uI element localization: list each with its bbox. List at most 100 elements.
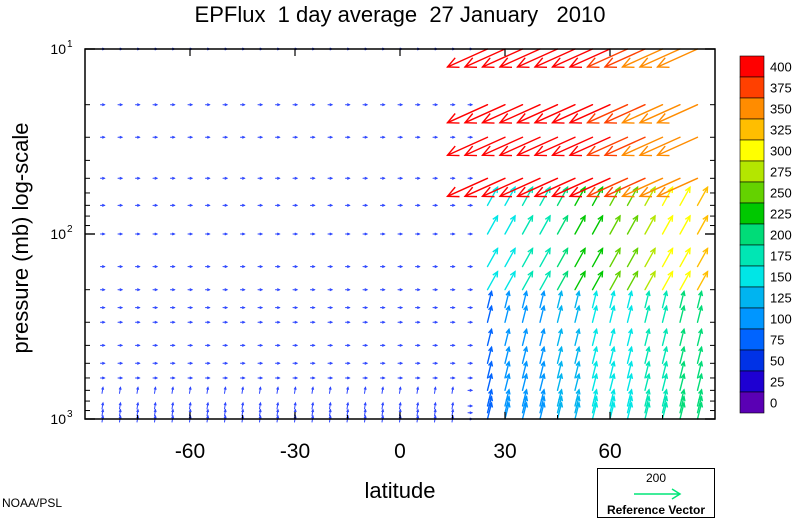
- vector-head: [702, 185, 709, 194]
- vector-head: [597, 214, 604, 222]
- small-vector: [327, 203, 334, 207]
- vector-shaft: [644, 215, 656, 235]
- small-vector: [222, 320, 229, 324]
- small-vector: [345, 232, 351, 236]
- flux-vector: [644, 327, 651, 347]
- small-vector: [416, 408, 420, 417]
- vector-head: [586, 57, 600, 69]
- vector-head: [498, 145, 513, 157]
- flux-vector: [644, 360, 651, 379]
- small-vector: [171, 408, 175, 417]
- vector-head: [364, 376, 369, 380]
- vector-head: [540, 304, 546, 311]
- vector-head: [153, 408, 157, 413]
- vector-shaft: [481, 48, 524, 68]
- small-vector: [222, 135, 229, 139]
- vector-head: [544, 185, 551, 194]
- vector-shaft: [486, 270, 499, 291]
- vector-head: [568, 113, 583, 124]
- small-vector: [432, 265, 439, 269]
- vector-head: [446, 57, 460, 69]
- vector-head: [523, 345, 529, 352]
- vector-head: [329, 376, 334, 380]
- vector-head: [189, 288, 194, 292]
- vector-shaft: [591, 215, 604, 235]
- small-vector: [433, 386, 437, 394]
- vector-head: [656, 113, 670, 124]
- vector-head: [540, 345, 546, 352]
- vector-head: [452, 288, 456, 292]
- small-vector: [310, 176, 316, 180]
- flux-vector: [696, 185, 709, 207]
- vector-head: [562, 270, 569, 278]
- vector-shaft: [604, 177, 646, 198]
- flux-vector: [504, 247, 516, 268]
- vector-head: [312, 265, 316, 269]
- vector-head: [119, 176, 124, 180]
- vector-head: [451, 401, 455, 406]
- vector-head: [492, 185, 499, 194]
- small-vector: [380, 203, 386, 207]
- small-vector: [100, 320, 106, 324]
- small-vector: [327, 232, 334, 236]
- vector-shaft: [661, 247, 674, 268]
- vector-head: [680, 388, 686, 395]
- flux-vector: [521, 270, 534, 291]
- vector-shaft: [621, 48, 664, 68]
- vector-head: [540, 327, 546, 335]
- small-vector: [310, 376, 316, 380]
- vector-head: [593, 360, 599, 367]
- small-vector: [152, 288, 159, 292]
- small-vector: [135, 361, 141, 365]
- flux-vector: [539, 327, 546, 347]
- vector-head: [558, 372, 564, 380]
- flux-vector: [656, 136, 699, 157]
- small-vector: [433, 401, 437, 410]
- small-vector: [415, 288, 421, 292]
- vector-head: [610, 290, 616, 297]
- vector-head: [102, 103, 106, 107]
- vector-head: [399, 376, 404, 380]
- vector-shaft: [534, 177, 576, 198]
- small-vector: [310, 265, 316, 269]
- vector-head: [154, 288, 159, 292]
- vector-head: [346, 401, 350, 406]
- vector-head: [277, 306, 281, 310]
- flux-vector: [498, 177, 541, 198]
- flux-vector: [679, 185, 691, 207]
- vector-head: [463, 186, 478, 198]
- vector-shaft: [521, 270, 534, 291]
- vector-shaft: [644, 290, 650, 309]
- vector-shaft: [521, 305, 528, 323]
- small-vector: [380, 265, 386, 269]
- flux-vector: [568, 103, 611, 124]
- vector-head: [189, 376, 194, 380]
- vector-head: [684, 185, 691, 194]
- vector-head: [452, 376, 456, 380]
- vector-head: [207, 376, 211, 380]
- vector-head: [463, 57, 478, 69]
- vector-head: [680, 345, 686, 352]
- vector-shaft: [696, 346, 703, 365]
- small-vector: [292, 135, 299, 139]
- vector-head: [586, 113, 600, 124]
- vector-head: [207, 135, 211, 139]
- small-vector: [152, 361, 159, 365]
- small-vector: [450, 135, 456, 139]
- flux-vector: [591, 388, 599, 407]
- vector-shaft: [499, 48, 541, 68]
- vector-head: [451, 386, 455, 390]
- vector-head: [312, 203, 316, 207]
- small-vector: [205, 288, 211, 292]
- flux-vector: [696, 290, 704, 309]
- vector-head: [492, 214, 499, 222]
- vector-head: [277, 135, 281, 139]
- vector-head: [416, 386, 420, 390]
- credit-label: NOAA/PSL: [2, 496, 63, 510]
- small-vector: [397, 320, 404, 324]
- small-vector: [327, 103, 334, 107]
- vector-head: [575, 304, 581, 311]
- small-vector: [380, 288, 386, 292]
- vector-shaft: [591, 328, 598, 347]
- vector-head: [523, 372, 529, 380]
